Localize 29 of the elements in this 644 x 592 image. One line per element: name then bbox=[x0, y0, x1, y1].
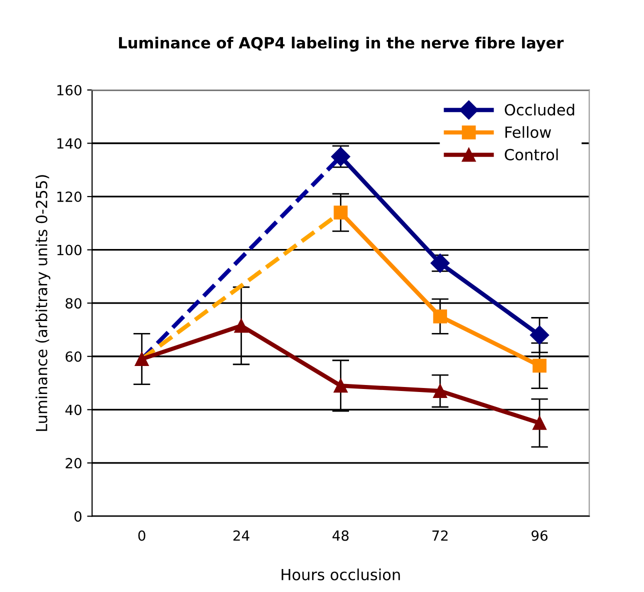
point bbox=[234, 318, 248, 333]
y-tick-label: 80 bbox=[66, 298, 82, 309]
y-tick-label: 60 bbox=[66, 351, 82, 362]
x-tick-label: 48 bbox=[332, 530, 349, 541]
point bbox=[532, 416, 546, 430]
point bbox=[433, 384, 448, 398]
point bbox=[334, 206, 348, 220]
x-tick-label: 0 bbox=[138, 530, 146, 541]
x-tick-label: 96 bbox=[532, 530, 548, 541]
y-tick-label: 160 bbox=[57, 84, 82, 96]
legend-label: Fellow bbox=[505, 126, 551, 138]
y-tick-label: 100 bbox=[57, 244, 82, 256]
y-tick-label: 20 bbox=[66, 458, 82, 468]
x-tick-label: 24 bbox=[233, 530, 250, 541]
legend-label: Control bbox=[504, 148, 558, 160]
point bbox=[134, 352, 149, 366]
point bbox=[334, 378, 348, 393]
x-tick-label: 72 bbox=[432, 530, 448, 541]
legend-label: Occluded bbox=[504, 104, 574, 116]
y-tick-label: 120 bbox=[57, 192, 82, 202]
y-tick-label: 0 bbox=[74, 511, 82, 522]
y-tick-label: 40 bbox=[65, 404, 82, 416]
point bbox=[433, 309, 448, 324]
y-axis-title: Luminance (arbitrary units 0-255) bbox=[36, 175, 50, 431]
point bbox=[532, 358, 546, 373]
x-axis-title: Hours occlusion bbox=[282, 568, 400, 580]
point bbox=[530, 326, 550, 345]
chart-title: Luminance of AQP4 labeling in the nerve fibre layer bbox=[119, 36, 564, 52]
y-tick-label: 140 bbox=[57, 138, 82, 149]
